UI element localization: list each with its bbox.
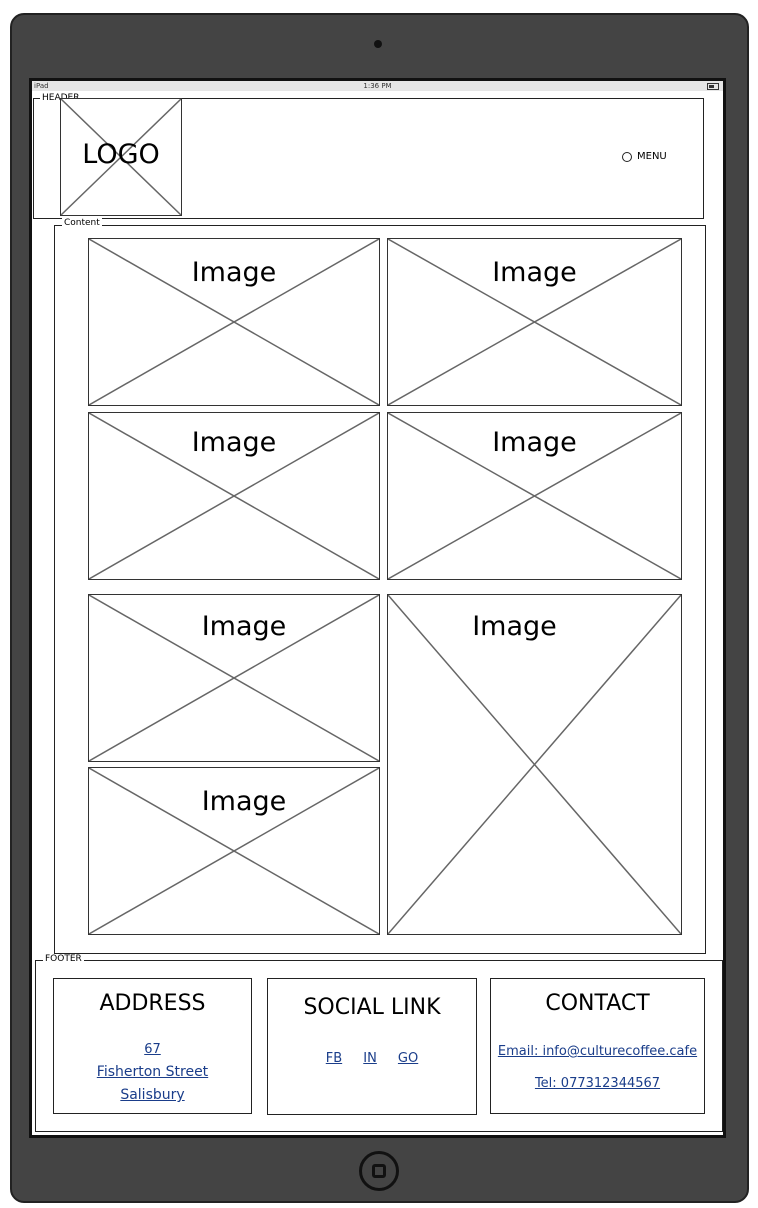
content-group-frame: [54, 225, 706, 954]
social-title: SOCIAL LINK: [303, 995, 441, 1020]
radio-icon: [622, 151, 632, 162]
image-label: Image: [201, 786, 287, 817]
placeholder-cross-icon: [388, 595, 681, 934]
footer-group-frame: [35, 960, 723, 1132]
image-label: Image: [472, 611, 557, 642]
home-square-icon: [372, 1164, 386, 1178]
placeholder-cross-icon: [388, 239, 681, 405]
instagram-link[interactable]: IN: [363, 1051, 377, 1066]
address-lines: 67 Fisherton Street Salisbury: [54, 1037, 251, 1106]
placeholder-cross-icon: [89, 413, 379, 579]
image-placeholder[interactable]: Image: [387, 412, 682, 580]
image-label: Image: [492, 257, 577, 288]
contact-tel-row: Tel: 077312344567: [491, 1072, 704, 1091]
placeholder-cross-icon: [89, 239, 379, 405]
footer-group-label: FOOTER: [43, 954, 84, 964]
header-group-frame: [33, 98, 704, 219]
menu-label: MENU: [637, 151, 667, 162]
contact-title: CONTACT: [545, 991, 650, 1016]
image-label: Image: [201, 611, 287, 642]
image-placeholder[interactable]: Image: [88, 238, 380, 406]
address-card: ADDRESS 67 Fisherton Street Salisbury: [53, 978, 252, 1114]
placeholder-cross-icon: [388, 413, 681, 579]
google-link[interactable]: GO: [397, 1051, 419, 1066]
logo-placeholder[interactable]: LOGO: [60, 98, 182, 216]
battery-icon: [707, 83, 719, 90]
status-bar: iPad 1:36 PM: [32, 81, 723, 91]
logo-label: LOGO: [82, 139, 160, 170]
image-label: Image: [191, 257, 277, 288]
camera-icon: [374, 40, 382, 48]
image-label: Image: [492, 427, 577, 458]
image-placeholder[interactable]: Image: [387, 238, 682, 406]
image-placeholder[interactable]: Image: [88, 767, 380, 935]
placeholder-cross-icon: [61, 99, 181, 215]
contact-email-row: Email: info@culturecoffee.cafe: [491, 1040, 704, 1059]
address-line-2-link[interactable]: Fisherton Street: [96, 1064, 209, 1080]
home-button[interactable]: [359, 1151, 399, 1191]
status-carrier: iPad: [34, 82, 49, 90]
content-group-label: Content: [62, 218, 102, 228]
image-placeholder[interactable]: Image: [88, 412, 380, 580]
address-title: ADDRESS: [99, 991, 206, 1016]
placeholder-cross-icon: [89, 768, 379, 934]
phone-link[interactable]: Tel: 077312344567: [534, 1076, 661, 1091]
address-line-3-link[interactable]: Salisbury: [120, 1087, 185, 1103]
social-links: FB IN GO: [268, 1047, 476, 1066]
menu-button[interactable]: MENU: [622, 151, 667, 162]
placeholder-cross-icon: [89, 595, 379, 761]
email-link[interactable]: Email: info@culturecoffee.cafe: [497, 1044, 698, 1059]
facebook-link[interactable]: FB: [325, 1051, 343, 1066]
image-label: Image: [191, 427, 277, 458]
contact-card: CONTACT Email: info@culturecoffee.cafe T…: [490, 978, 705, 1114]
image-placeholder[interactable]: Image: [88, 594, 380, 762]
image-placeholder-tall[interactable]: Image: [387, 594, 682, 935]
social-card: SOCIAL LINK FB IN GO: [267, 978, 477, 1115]
address-line-1-link[interactable]: 67: [144, 1042, 161, 1057]
status-time: 1:36 PM: [363, 82, 392, 90]
